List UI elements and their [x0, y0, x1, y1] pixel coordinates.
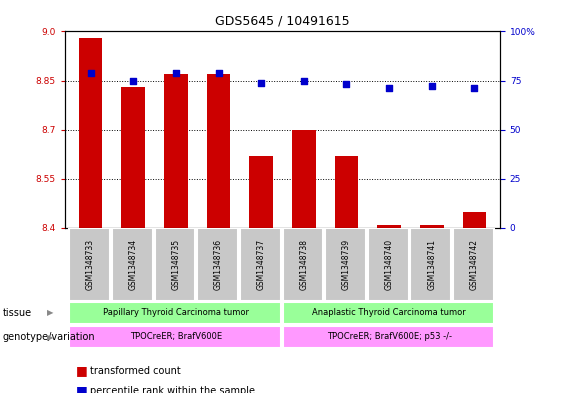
Point: [385, 85, 394, 92]
Text: GSM1348736: GSM1348736: [214, 239, 223, 290]
Bar: [121, 87, 145, 228]
Text: GSM1348742: GSM1348742: [470, 239, 479, 290]
Bar: [410, 228, 451, 301]
Bar: [207, 74, 231, 228]
Bar: [164, 74, 188, 228]
Text: transformed count: transformed count: [90, 366, 181, 376]
Text: ■: ■: [76, 364, 88, 378]
Bar: [69, 228, 110, 301]
Text: TPOCreER; BrafV600E; p53 -/-: TPOCreER; BrafV600E; p53 -/-: [327, 332, 451, 341]
Text: GSM1348738: GSM1348738: [299, 239, 308, 290]
Text: GSM1348739: GSM1348739: [342, 239, 351, 290]
Text: ▶: ▶: [47, 333, 54, 342]
Bar: [282, 326, 494, 348]
Bar: [69, 326, 281, 348]
Bar: [420, 225, 444, 228]
Bar: [69, 302, 281, 324]
Point: [299, 77, 308, 84]
Bar: [282, 228, 323, 301]
Point: [427, 83, 436, 90]
Bar: [463, 211, 486, 228]
Bar: [155, 228, 195, 301]
Text: ▶: ▶: [47, 309, 54, 317]
Point: [257, 79, 266, 86]
Bar: [292, 130, 316, 228]
Bar: [377, 225, 401, 228]
Point: [214, 70, 223, 76]
Bar: [240, 228, 281, 301]
Text: TPOCreER; BrafV600E: TPOCreER; BrafV600E: [130, 332, 222, 341]
Text: GSM1348733: GSM1348733: [86, 239, 95, 290]
Bar: [79, 38, 102, 228]
Text: GSM1348740: GSM1348740: [385, 239, 394, 290]
Text: genotype/variation: genotype/variation: [3, 332, 95, 342]
Text: GSM1348734: GSM1348734: [129, 239, 138, 290]
Text: ■: ■: [76, 384, 88, 393]
Text: percentile rank within the sample: percentile rank within the sample: [90, 386, 255, 393]
Text: Anaplastic Thyroid Carcinoma tumor: Anaplastic Thyroid Carcinoma tumor: [312, 308, 466, 317]
Bar: [368, 228, 408, 301]
Bar: [334, 156, 358, 228]
Point: [342, 81, 351, 88]
Bar: [249, 156, 273, 228]
Bar: [453, 228, 494, 301]
Text: GSM1348735: GSM1348735: [171, 239, 180, 290]
Point: [171, 70, 180, 76]
Bar: [112, 228, 153, 301]
Bar: [325, 228, 366, 301]
Title: GDS5645 / 10491615: GDS5645 / 10491615: [215, 15, 350, 28]
Bar: [282, 302, 494, 324]
Text: tissue: tissue: [3, 308, 32, 318]
Point: [470, 85, 479, 92]
Text: GSM1348737: GSM1348737: [257, 239, 266, 290]
Text: GSM1348741: GSM1348741: [427, 239, 436, 290]
Point: [129, 77, 138, 84]
Text: Papillary Thyroid Carcinoma tumor: Papillary Thyroid Carcinoma tumor: [103, 308, 249, 317]
Bar: [197, 228, 238, 301]
Point: [86, 70, 95, 76]
